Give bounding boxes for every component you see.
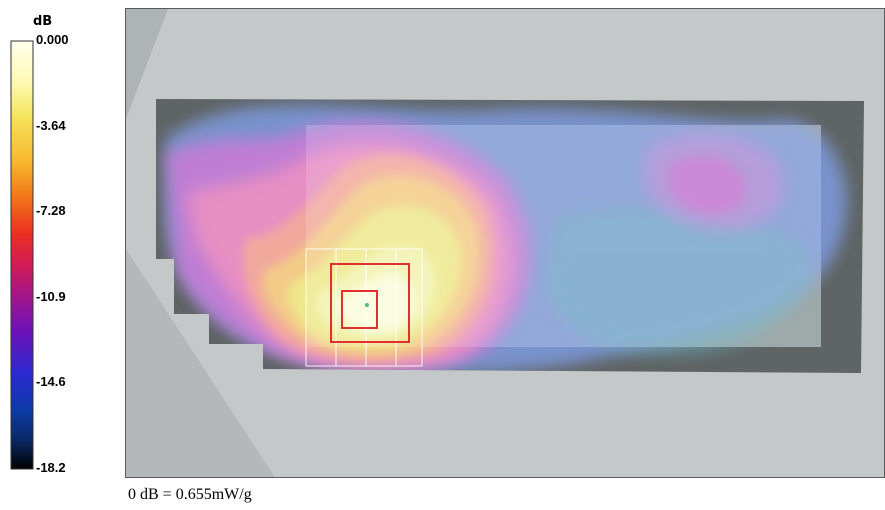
peak-marker — [365, 303, 369, 307]
sar-plot-area — [125, 8, 885, 478]
sar-contour-map — [126, 9, 884, 477]
colorbar-tick-label: -14.6 — [36, 374, 66, 390]
corner-shade-top — [126, 9, 168, 119]
reference-footnote: 0 dB = 0.655mW/g — [128, 486, 252, 503]
contour-layers — [166, 105, 847, 373]
measurement-grid — [305, 248, 423, 367]
colorbar-tick-label: -7.28 — [36, 203, 66, 219]
legend-unit-label: dB — [33, 14, 53, 29]
colorbar — [10, 40, 34, 470]
inner-zoom-box — [341, 290, 378, 329]
outer-zoom-box — [330, 263, 410, 343]
colorbar-tick-label: -18.2 — [36, 460, 66, 475]
colorbar-tick-label: -3.64 — [36, 117, 66, 133]
colorbar-tick-label: 0.000 — [36, 32, 69, 47]
colorbar-tick-label: -10.9 — [36, 288, 66, 304]
